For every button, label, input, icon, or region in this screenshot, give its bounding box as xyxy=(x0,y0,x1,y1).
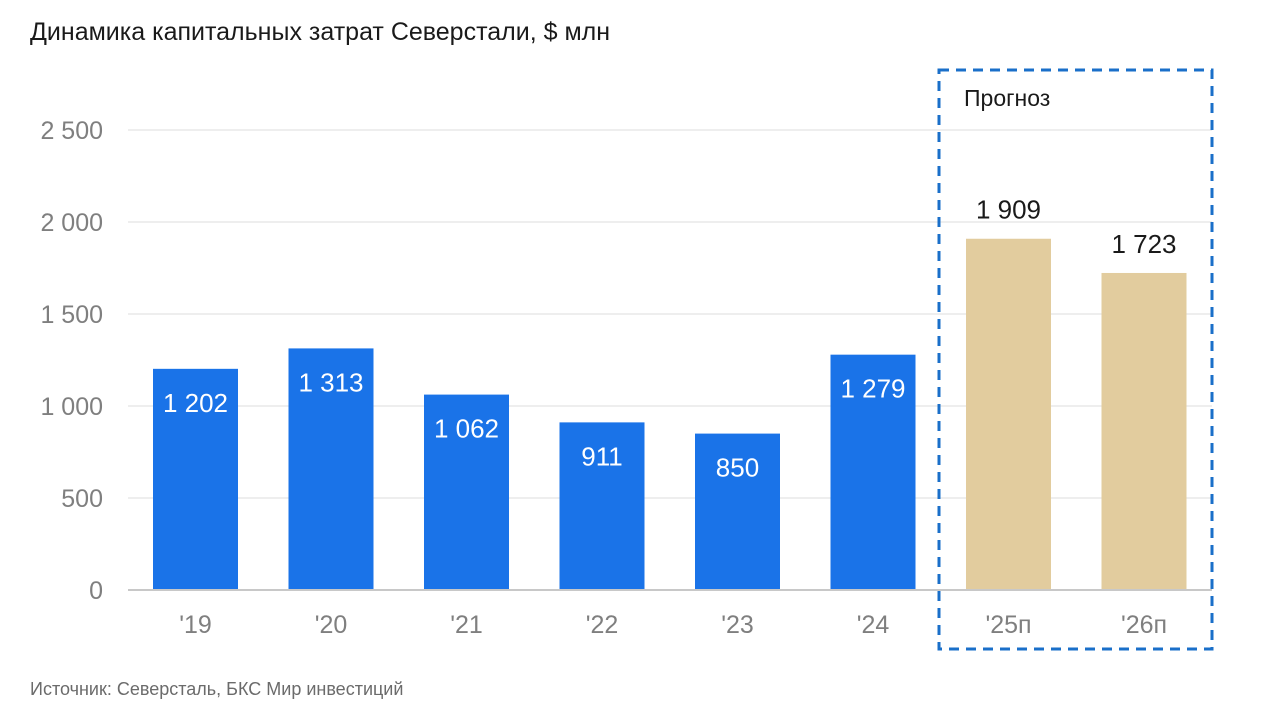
data-label: 1 279 xyxy=(840,374,905,404)
y-tick-label: 1 000 xyxy=(40,393,103,421)
bar xyxy=(288,348,374,590)
x-tick-label: '23 xyxy=(721,611,754,639)
data-label: 1 909 xyxy=(976,195,1041,225)
bar xyxy=(559,422,645,590)
source-note: Источник: Северсталь, БКС Мир инвестиций xyxy=(30,679,404,699)
bar xyxy=(153,368,238,590)
forecast-region-border xyxy=(937,68,1214,651)
bar-chart: 0 500 1 000 1 500 2 000 2 500 Прогноз 1 202 '19 1… xyxy=(40,68,1214,651)
y-tick-label: 1 500 xyxy=(40,301,103,329)
data-label: 1 062 xyxy=(434,414,499,444)
y-tick-label: 500 xyxy=(61,485,103,513)
forecast-label: Прогноз xyxy=(964,85,1050,111)
x-tick-label: '19 xyxy=(179,611,212,639)
x-tick-label: '22 xyxy=(586,611,619,639)
x-tick-label: '24 xyxy=(857,611,890,639)
bar xyxy=(424,394,509,590)
bar xyxy=(830,354,916,590)
forecast-bar xyxy=(1101,272,1187,590)
y-tick-label: 0 xyxy=(89,577,103,605)
data-label: 1 202 xyxy=(163,388,228,418)
x-tick-label: '20 xyxy=(315,611,348,639)
x-tick-label: '26п xyxy=(1121,611,1167,639)
x-tick-label: '21 xyxy=(450,611,483,639)
data-label: 850 xyxy=(716,453,759,483)
x-tick-label: '25п xyxy=(985,611,1031,639)
data-label: 1 723 xyxy=(1111,229,1176,259)
data-label: 911 xyxy=(581,441,622,471)
y-tick-label: 2 000 xyxy=(40,209,103,237)
bar xyxy=(695,433,780,590)
chart-title: Динамика капитальных затрат Северстали, … xyxy=(30,18,611,46)
y-tick-label: 2 500 xyxy=(40,117,103,145)
forecast-bar xyxy=(966,238,1051,590)
data-label: 1 313 xyxy=(298,367,363,397)
